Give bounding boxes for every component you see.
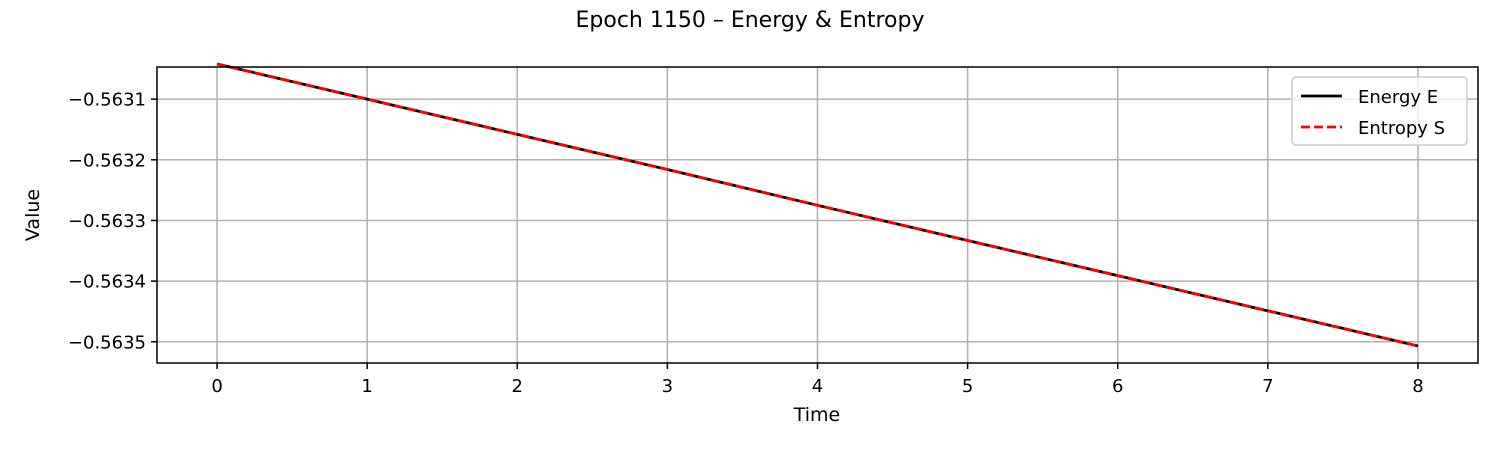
x-axis-label: Time	[793, 404, 841, 426]
x-tick-label: 7	[1262, 376, 1273, 397]
series-lines	[216, 62, 1419, 348]
series-line-entropy-s	[216, 62, 1419, 348]
y-axis-label: Value	[22, 189, 44, 241]
x-tick-label: 8	[1412, 376, 1423, 397]
y-tick-label: −0.5633	[68, 211, 146, 232]
x-tick-label: 4	[812, 376, 823, 397]
x-tick-label: 2	[512, 376, 523, 397]
axes: 0 1 2 3 4 5 6 7 8 −0.5631 −0.5632 −0.5633 −0.5634 −0.…	[68, 90, 1424, 397]
chart-title: Epoch 1150 – Energy & Entropy	[576, 8, 925, 33]
x-tick-label: 5	[962, 376, 973, 397]
y-tick-label: −0.5635	[68, 332, 146, 353]
y-tick-label: −0.5634	[68, 272, 146, 293]
grid	[157, 67, 1478, 363]
x-tick-label: 0	[211, 376, 222, 397]
y-tick-label: −0.5631	[68, 90, 146, 111]
plot-area-frame	[156, 66, 1479, 364]
x-tick-label: 6	[1112, 376, 1123, 397]
y-tick-label: −0.5632	[68, 150, 146, 171]
legend: Energy E Entropy S	[1291, 76, 1468, 146]
x-tick-label: 1	[361, 376, 372, 397]
legend-label: Entropy S	[1358, 118, 1445, 139]
x-tick-label: 3	[662, 376, 673, 397]
legend-label: Energy E	[1358, 87, 1438, 108]
